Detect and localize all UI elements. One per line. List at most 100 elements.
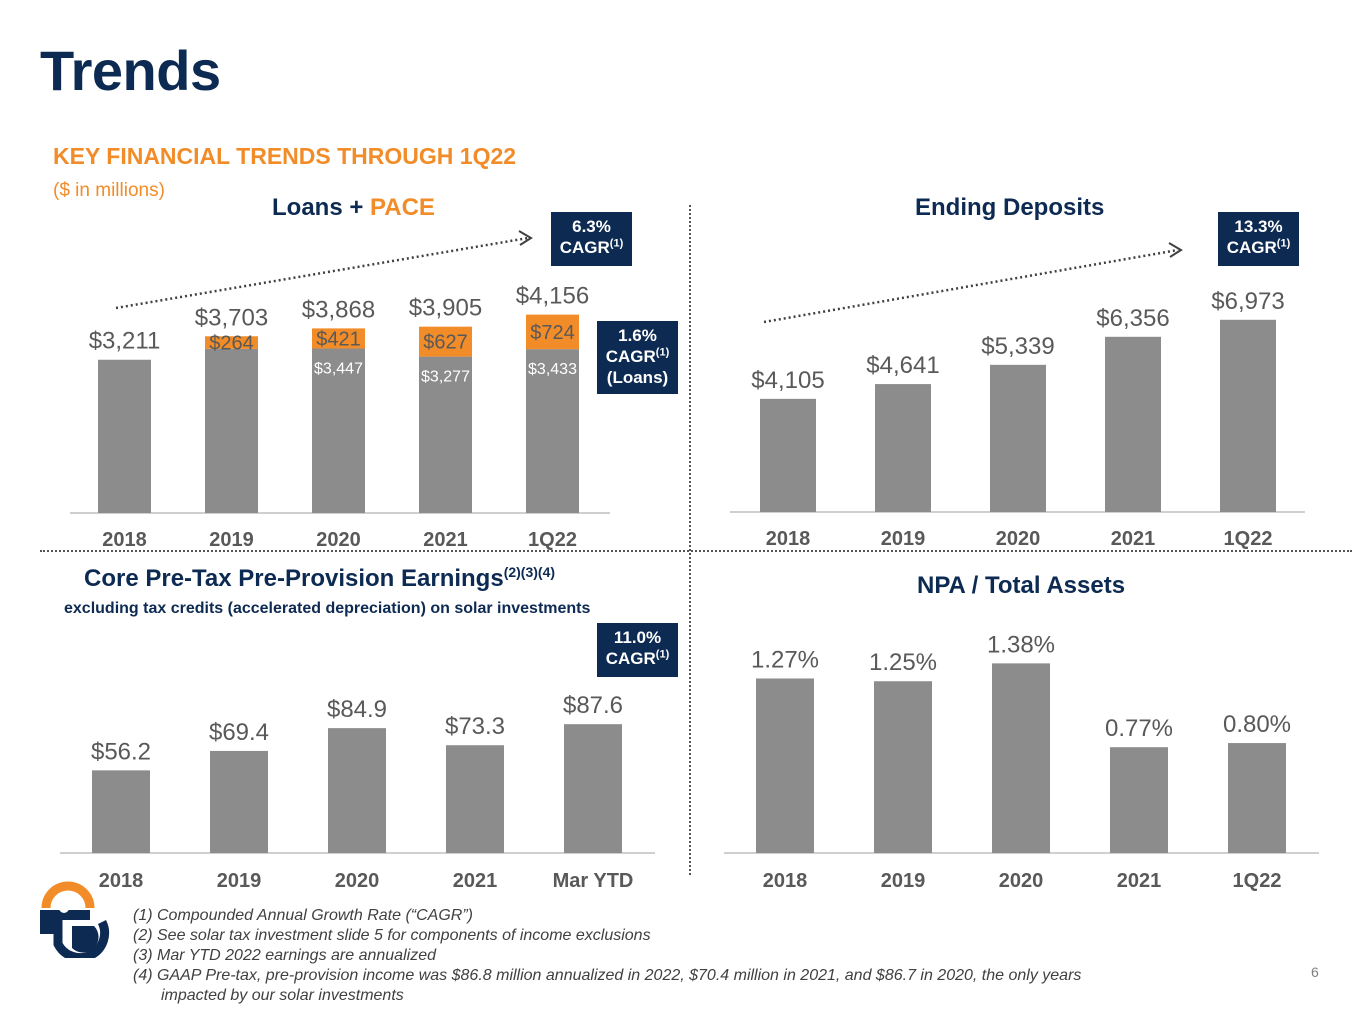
- earnings-panel-subtitle: excluding tax credits (accelerated depre…: [64, 600, 591, 617]
- loans-segment-label: $3,433: [528, 361, 577, 378]
- ending-deposits-chart: $4,105 2018 $4,641 2019 $5,339 2020 $6,356 2021…: [730, 288, 1305, 550]
- category-label: 2020: [996, 528, 1041, 550]
- data-bar: [1228, 743, 1286, 853]
- cagr-footnote-ref: (1): [655, 648, 670, 661]
- category-label: 2021: [1111, 528, 1156, 550]
- section-heading: KEY FINANCIAL TRENDS THROUGH 1Q22: [53, 143, 517, 169]
- loans-title-accent: PACE: [370, 194, 435, 221]
- data-bar: [760, 398, 816, 512]
- data-label: $84.9: [327, 696, 387, 723]
- data-label: 1.25%: [869, 649, 937, 676]
- loans-pace-chart: $3,211 2018 $264$3,703 2019 $3,447 $421 $3,868…: [70, 283, 610, 551]
- category-label: 2018: [766, 528, 811, 550]
- data-label: $4,641: [866, 352, 939, 379]
- data-label: 0.80%: [1223, 711, 1291, 738]
- footnote-4-continued: impacted by our solar investments: [161, 987, 404, 1004]
- earnings-cagr-badge: 11.0% CAGR(1): [597, 623, 678, 677]
- category-label: 2019: [881, 870, 926, 892]
- data-bar: [875, 384, 931, 512]
- npa-total-assets-chart: 1.27% 2018 1.25% 2019 1.38% 2020 0.77% 2021 0.80…: [724, 631, 1319, 892]
- cagr-footnote-ref: (1): [1276, 237, 1291, 250]
- data-label: $5,339: [981, 333, 1054, 360]
- category-label: 2021: [453, 870, 498, 892]
- data-label: 1.38%: [987, 631, 1055, 658]
- category-label: 2020: [316, 529, 361, 551]
- earnings-title-text: Core Pre-Tax Pre-Provision Earnings: [84, 565, 504, 592]
- data-bar: [874, 681, 932, 853]
- loans-bar: [98, 359, 151, 513]
- page-number: 6: [1311, 964, 1319, 980]
- total-value-label: $3,905: [409, 295, 482, 322]
- pace-bar: [419, 326, 472, 357]
- footnote-4: (4) GAAP Pre-tax, pre-provision income w…: [133, 967, 1082, 984]
- footnotes: (1) Compounded Annual Growth Rate (“CAGR…: [133, 906, 1081, 1006]
- category-label: 2021: [1117, 870, 1162, 892]
- pace-segment-label: $724: [530, 322, 575, 344]
- data-bar: [1220, 319, 1276, 512]
- pace-bar: [312, 328, 365, 349]
- pace-segment-label: $264: [209, 333, 254, 355]
- category-label: 2018: [99, 870, 144, 892]
- company-logo: [40, 881, 110, 958]
- loans-bar: [526, 349, 579, 513]
- data-bar: [1105, 336, 1161, 512]
- pace-bar: [205, 336, 258, 349]
- loans-bar: [312, 348, 365, 513]
- category-label: 2019: [209, 529, 254, 551]
- category-label: 2021: [423, 529, 468, 551]
- total-value-label: $3,868: [302, 296, 375, 323]
- loans-bar: [419, 356, 472, 513]
- category-label: 1Q22: [528, 529, 577, 551]
- cagr-label: CAGR: [559, 238, 610, 257]
- cagr-footnote-ref: (1): [609, 237, 624, 250]
- cagr-label: CAGR: [605, 649, 656, 668]
- footnote-1: (1) Compounded Annual Growth Rate (“CAGR…: [133, 907, 473, 924]
- cagr-label: CAGR: [605, 347, 656, 366]
- core-earnings-chart: $56.2 2018 $69.4 2019 $84.9 2020 $73.3 2021 $87.…: [60, 692, 655, 892]
- data-label: $4,105: [751, 367, 824, 394]
- cagr-label: CAGR: [1226, 238, 1277, 257]
- loans-total-cagr-badge: 6.3% CAGR(1): [551, 212, 632, 266]
- data-label: 0.77%: [1105, 715, 1173, 742]
- data-bar: [446, 745, 504, 853]
- loans-title-main: Loans +: [272, 194, 371, 221]
- loans-trend-arrow: [115, 230, 533, 310]
- cagr-footnote-ref: (1): [655, 346, 670, 359]
- category-label: Mar YTD: [553, 870, 634, 892]
- data-label: $73.3: [445, 713, 505, 740]
- loans-segment-label: $3,277: [421, 369, 470, 386]
- cagr-value: 6.3%: [572, 217, 611, 236]
- category-label: 2020: [335, 870, 380, 892]
- pace-bar: [526, 314, 579, 350]
- footnote-3: (3) Mar YTD 2022 earnings are annualized: [133, 947, 436, 964]
- deposits-cagr-badge: 13.3% CAGR(1): [1218, 212, 1299, 266]
- loans-only-cagr-badge: 1.6% CAGR(1) (Loans): [597, 321, 678, 394]
- earnings-panel-title: Core Pre-Tax Pre-Provision Earnings(2)(3…: [84, 564, 555, 593]
- cagr-value: 13.3%: [1234, 217, 1283, 236]
- data-bar: [756, 678, 814, 853]
- pace-segment-label: $421: [316, 328, 361, 350]
- data-bar: [210, 750, 268, 853]
- category-label: 2019: [217, 870, 262, 892]
- pace-segment-label: $627: [423, 332, 468, 354]
- category-label: 2020: [999, 870, 1044, 892]
- total-value-label: $3,703: [195, 304, 268, 331]
- data-bar: [992, 663, 1050, 853]
- deposits-panel-title: Ending Deposits: [915, 194, 1105, 221]
- data-bar: [328, 728, 386, 853]
- category-label: 1Q22: [1233, 870, 1282, 892]
- footnote-2: (2) See solar tax investment slide 5 for…: [133, 927, 651, 944]
- slide-title: Trends: [40, 39, 221, 102]
- data-bar: [1110, 747, 1168, 853]
- category-label: 2019: [881, 528, 926, 550]
- data-bar: [990, 364, 1046, 512]
- cagr-qualifier: (Loans): [606, 368, 669, 387]
- horizontal-divider: [40, 550, 1352, 552]
- data-label: $56.2: [91, 738, 151, 765]
- cagr-value: 1.6%: [618, 326, 657, 345]
- loans-bar: [205, 348, 258, 513]
- loans-panel-title: Loans + PACE: [272, 194, 435, 222]
- category-label: 2018: [763, 870, 808, 892]
- data-bar: [564, 724, 622, 853]
- total-value-label: $3,211: [89, 328, 161, 355]
